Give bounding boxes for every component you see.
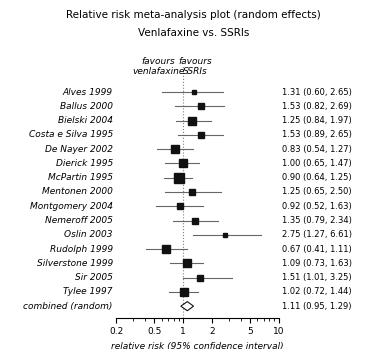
Text: 1.25 (0.84, 1.97): 1.25 (0.84, 1.97) xyxy=(282,116,352,125)
Text: 0.83 (0.54, 1.27): 0.83 (0.54, 1.27) xyxy=(282,144,352,154)
Text: combined (random): combined (random) xyxy=(24,302,113,311)
Text: McPartin 1995: McPartin 1995 xyxy=(48,173,113,182)
Text: favours
venlafaxine: favours venlafaxine xyxy=(132,57,184,76)
Text: 1.02 (0.72, 1.44): 1.02 (0.72, 1.44) xyxy=(282,287,351,296)
Text: 1.53 (0.89, 2.65): 1.53 (0.89, 2.65) xyxy=(282,130,352,139)
Text: Bielski 2004: Bielski 2004 xyxy=(58,116,113,125)
Polygon shape xyxy=(181,302,194,311)
Text: 0.67 (0.41, 1.11): 0.67 (0.41, 1.11) xyxy=(282,245,352,254)
Text: Venlafaxine vs. SSRIs: Venlafaxine vs. SSRIs xyxy=(138,28,249,38)
Text: Relative risk meta-analysis plot (random effects): Relative risk meta-analysis plot (random… xyxy=(66,10,321,21)
Text: 1.53 (0.82, 2.69): 1.53 (0.82, 2.69) xyxy=(282,102,352,111)
Text: Sir 2005: Sir 2005 xyxy=(75,273,113,282)
Text: Dierick 1995: Dierick 1995 xyxy=(56,159,113,168)
Text: Costa e Silva 1995: Costa e Silva 1995 xyxy=(29,130,113,139)
Text: Rudolph 1999: Rudolph 1999 xyxy=(50,245,113,254)
Text: 2.75 (1.27, 6.61): 2.75 (1.27, 6.61) xyxy=(282,230,352,239)
Text: Montgomery 2004: Montgomery 2004 xyxy=(30,202,113,211)
Text: 0.90 (0.64, 1.25): 0.90 (0.64, 1.25) xyxy=(282,173,351,182)
Text: Oslin 2003: Oslin 2003 xyxy=(64,230,113,239)
Text: 0.92 (0.52, 1.63): 0.92 (0.52, 1.63) xyxy=(282,202,352,211)
Text: Alves 1999: Alves 1999 xyxy=(63,88,113,97)
Text: Mentonen 2000: Mentonen 2000 xyxy=(42,187,113,196)
Text: 1.09 (0.73, 1.63): 1.09 (0.73, 1.63) xyxy=(282,259,352,268)
Text: 1.51 (1.01, 3.25): 1.51 (1.01, 3.25) xyxy=(282,273,351,282)
Text: Silverstone 1999: Silverstone 1999 xyxy=(37,259,113,268)
Text: Ballus 2000: Ballus 2000 xyxy=(60,102,113,111)
Text: 1.11 (0.95, 1.29): 1.11 (0.95, 1.29) xyxy=(282,302,351,311)
Text: 1.35 (0.79, 2.34): 1.35 (0.79, 2.34) xyxy=(282,216,352,225)
X-axis label: relative risk (95% confidence interval): relative risk (95% confidence interval) xyxy=(111,342,284,349)
Text: 1.31 (0.60, 2.65): 1.31 (0.60, 2.65) xyxy=(282,88,352,97)
Text: Tylee 1997: Tylee 1997 xyxy=(63,287,113,296)
Text: 1.00 (0.65, 1.47): 1.00 (0.65, 1.47) xyxy=(282,159,352,168)
Text: favours
SSRIs: favours SSRIs xyxy=(178,57,212,76)
Text: Nemeroff 2005: Nemeroff 2005 xyxy=(45,216,113,225)
Text: De Nayer 2002: De Nayer 2002 xyxy=(45,144,113,154)
Text: 1.25 (0.65, 2.50): 1.25 (0.65, 2.50) xyxy=(282,187,351,196)
